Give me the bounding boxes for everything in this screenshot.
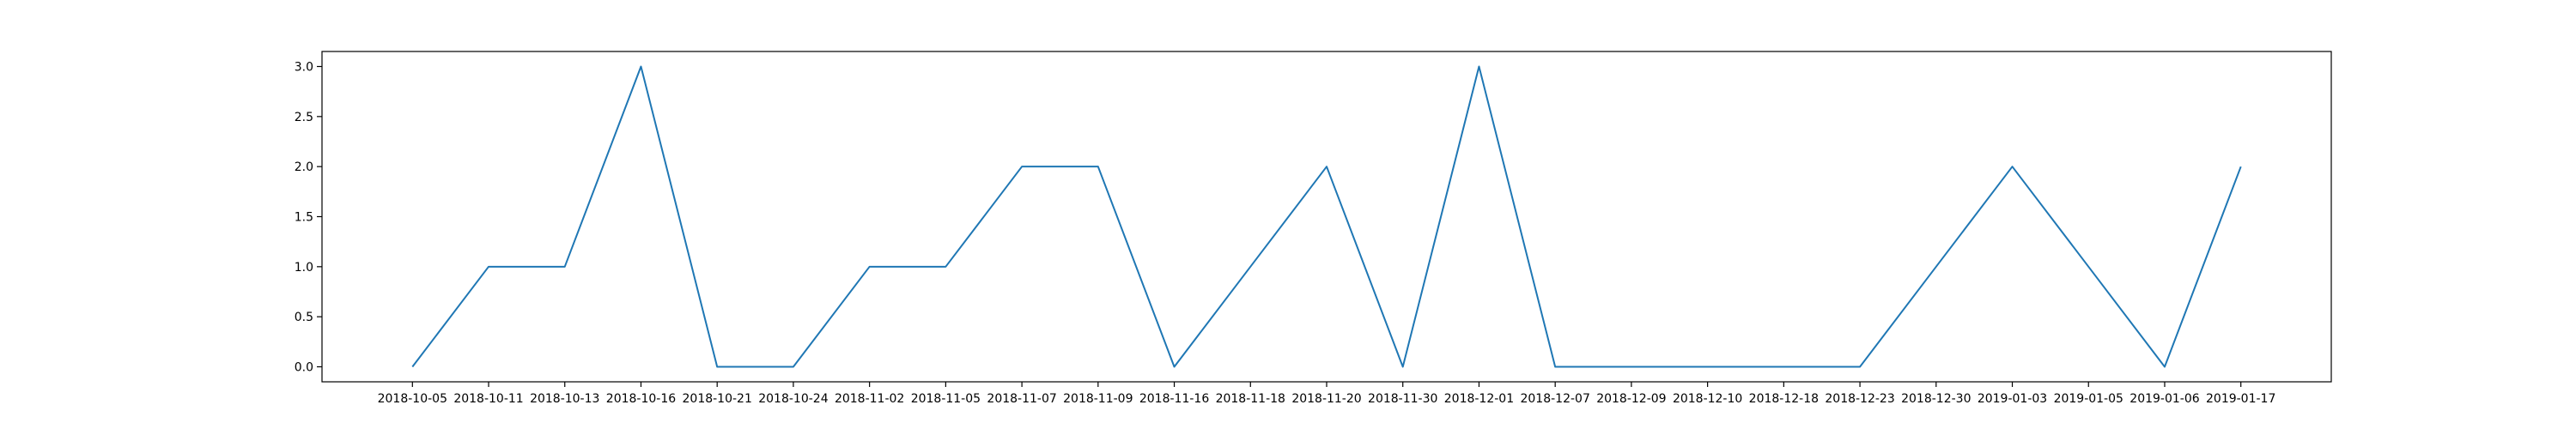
y-tick-label: 2.0 bbox=[295, 160, 313, 174]
y-tick-label: 1.0 bbox=[295, 261, 313, 275]
x-tick-label: 2018-12-07 bbox=[1520, 392, 1589, 406]
y-axis: 0.0 0.5 1.0 1.5 2.0 2.5 3.0 bbox=[295, 61, 322, 375]
x-axis: 2018-10-05 2018-10-11 2018-10-13 2018-10-16… bbox=[378, 382, 2275, 406]
y-tick-label: 2.5 bbox=[295, 111, 313, 124]
x-tick-label: 2018-11-18 bbox=[1216, 392, 1285, 406]
x-tick-label: 2019-01-17 bbox=[2206, 392, 2275, 406]
x-tick-label: 2018-11-30 bbox=[1368, 392, 1437, 406]
x-tick-label: 2018-11-16 bbox=[1139, 392, 1209, 406]
y-tick-label: 0.0 bbox=[295, 361, 313, 375]
x-tick-label: 2018-10-24 bbox=[758, 392, 828, 406]
x-tick-label: 2018-12-10 bbox=[1673, 392, 1742, 406]
x-tick-label: 2018-12-09 bbox=[1596, 392, 1666, 406]
y-tick-label: 3.0 bbox=[295, 61, 313, 75]
x-tick-label: 2019-01-05 bbox=[2054, 392, 2123, 406]
series-line bbox=[411, 65, 2242, 368]
x-tick-label: 2019-01-03 bbox=[1978, 392, 2047, 406]
x-tick-label: 2018-12-23 bbox=[1825, 392, 1894, 406]
x-tick-label: 2018-12-18 bbox=[1749, 392, 1819, 406]
x-tick-label: 2018-11-07 bbox=[987, 392, 1056, 406]
x-tick-label: 2019-01-06 bbox=[2129, 392, 2199, 406]
x-tick-label: 2018-12-01 bbox=[1444, 392, 1514, 406]
plot-area-frame bbox=[321, 51, 2332, 383]
x-tick-label: 2018-11-05 bbox=[911, 392, 981, 406]
x-tick-label: 2018-10-16 bbox=[606, 392, 676, 406]
y-tick-label: 0.5 bbox=[295, 311, 313, 324]
x-tick-label: 2018-10-11 bbox=[453, 392, 523, 406]
x-tick-label: 2018-10-05 bbox=[378, 392, 447, 406]
x-tick-label: 2018-11-09 bbox=[1063, 392, 1133, 406]
x-tick-label: 2018-10-13 bbox=[530, 392, 599, 406]
x-tick-label: 2018-10-21 bbox=[683, 392, 752, 406]
series-layer bbox=[411, 65, 2242, 368]
x-tick-label: 2018-11-02 bbox=[835, 392, 904, 406]
y-tick-label: 1.5 bbox=[295, 211, 313, 225]
x-tick-label: 2018-11-20 bbox=[1291, 392, 1361, 406]
x-tick-label: 2018-12-30 bbox=[1901, 392, 1971, 406]
